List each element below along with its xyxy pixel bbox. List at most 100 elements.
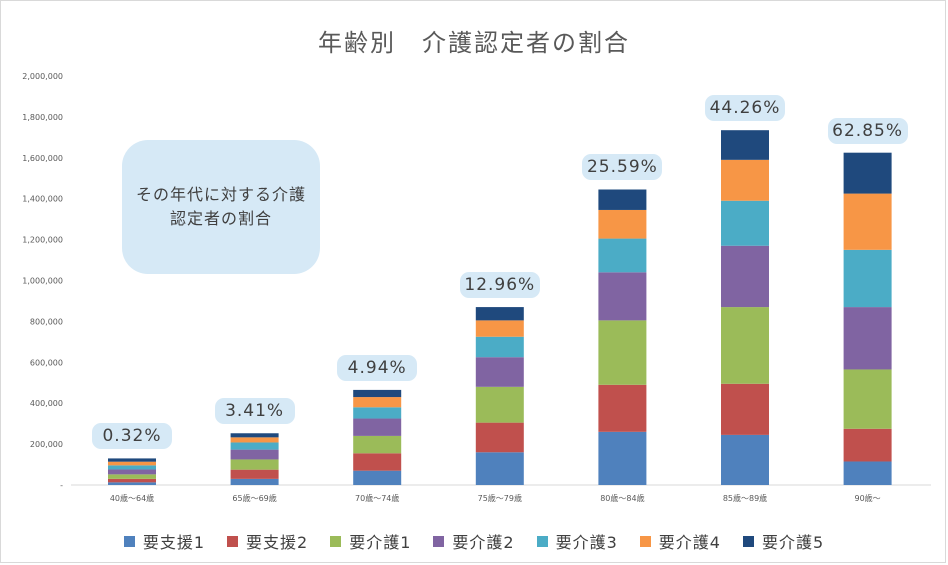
bar-segment	[353, 407, 402, 419]
x-tick-label: 40歳〜64歳	[110, 493, 154, 503]
x-tick-label: 65歳〜69歳	[232, 493, 276, 503]
bar-segment	[598, 189, 647, 210]
bar-segment	[598, 384, 647, 432]
bar-segment	[721, 383, 769, 435]
bar-segment	[353, 389, 402, 398]
bar-segment	[843, 307, 892, 370]
annotation-box: その年代に対する介護認定者の割合	[122, 140, 320, 274]
bar-segment	[108, 478, 156, 483]
y-tick-label: 2,000,000	[22, 72, 63, 81]
bar-segment	[108, 469, 156, 475]
y-tick-label: 1,000,000	[22, 277, 63, 286]
bar-segment	[843, 152, 892, 194]
y-tick-label: 1,400,000	[22, 195, 63, 204]
x-tick-label: 70歳〜74歳	[355, 493, 399, 503]
data-label: 0.32%	[92, 423, 172, 450]
bar-segment	[230, 459, 279, 470]
data-label: 25.59%	[582, 154, 663, 181]
legend-item: 要支援1	[123, 529, 206, 553]
bar-segment	[230, 478, 279, 485]
bar-segment	[721, 200, 769, 246]
y-tick-label: 800,000	[30, 317, 63, 326]
legend-swatch	[639, 535, 651, 547]
bar-segment	[843, 249, 892, 308]
bar-segment	[230, 449, 279, 460]
bar-segment	[353, 418, 402, 436]
bar-segment	[721, 434, 769, 485]
legend-item: 要介護5	[742, 529, 825, 553]
bar-segment	[230, 437, 279, 443]
plot-area: - 200,000 400,000 600,000 800,000 1,000,000 1,…	[22, 72, 931, 503]
legend-item: 要介護1	[330, 529, 411, 553]
legend-label: 要介護1	[349, 533, 412, 552]
legend: 要支援1 要支援2 要介護1 要介護2 要介護3 要介護4 要介護5	[1, 529, 947, 553]
legend-label: 要支援2	[246, 533, 309, 552]
bar-segment	[475, 307, 524, 321]
bar-segment	[108, 458, 156, 462]
legend-swatch	[742, 535, 754, 547]
x-tick-label: 80歳〜84歳	[600, 493, 644, 503]
bar-segment	[475, 357, 524, 387]
bar-segment	[475, 336, 524, 358]
y-tick-label: 200,000	[30, 440, 63, 449]
bar-segment	[108, 461, 156, 466]
x-tick-label: 85歳〜89歳	[723, 493, 767, 503]
bar-segment	[598, 320, 647, 385]
legend-item: 要支援2	[227, 529, 308, 553]
bar-segment	[108, 465, 156, 470]
bar-segment	[721, 307, 769, 384]
bar-segment	[843, 193, 892, 250]
legend-label: 要介護5	[761, 533, 825, 552]
legend-swatch	[330, 535, 342, 547]
legend-label: 要介護3	[555, 533, 618, 552]
x-tick-label: 75歳〜79歳	[478, 493, 522, 503]
y-tick-label: 1,600,000	[22, 154, 63, 163]
bar-segment	[108, 482, 156, 485]
data-label: 12.96%	[459, 272, 540, 299]
legend-swatch	[123, 535, 135, 547]
bar-segment	[475, 422, 524, 453]
bar-segment	[598, 431, 647, 485]
bar-segment	[353, 453, 402, 471]
data-label: 3.41%	[214, 398, 295, 425]
legend-swatch	[433, 535, 445, 547]
legend-item: 要介護3	[536, 529, 618, 553]
bar-segment	[843, 428, 892, 462]
bar-segment	[475, 452, 524, 485]
data-label: 62.85%	[827, 117, 908, 144]
legend-label: 要介護4	[658, 533, 721, 552]
bar-segment	[230, 469, 279, 479]
legend-item: 要介護2	[433, 529, 514, 553]
bar-segment	[108, 474, 156, 479]
bar-segment	[353, 470, 402, 485]
x-tick-label: 90歳〜	[855, 493, 881, 503]
bar-segment	[598, 272, 647, 321]
data-label: 4.94%	[337, 354, 418, 381]
legend-item: 要介護4	[639, 529, 721, 553]
chart-title: 年齢別 介護認定者の割合	[318, 29, 630, 57]
y-tick-label: 400,000	[30, 399, 63, 408]
y-tick-label: 1,800,000	[22, 113, 63, 122]
legend-swatch	[536, 535, 548, 547]
bar-segment	[353, 435, 402, 454]
bar-segment	[721, 130, 769, 160]
legend-label: 要支援1	[142, 533, 206, 552]
legend-label: 要介護2	[452, 533, 515, 552]
y-tick-label: -	[60, 481, 63, 490]
bar-segment	[353, 397, 402, 408]
bar-segment	[843, 369, 892, 429]
legend-swatch	[227, 535, 239, 547]
bar-segment	[230, 442, 279, 450]
bar-segment	[721, 245, 769, 308]
bar-segment	[475, 320, 524, 337]
bar-segment	[598, 209, 647, 239]
y-tick-label: 1,200,000	[22, 236, 63, 245]
bar-segment	[598, 238, 647, 273]
bar-segment	[230, 433, 279, 438]
bar-segment	[475, 386, 524, 423]
bar-segment	[721, 159, 769, 201]
data-label: 44.26%	[705, 95, 785, 122]
bar-segment	[843, 461, 892, 485]
y-tick-label: 600,000	[30, 358, 63, 367]
